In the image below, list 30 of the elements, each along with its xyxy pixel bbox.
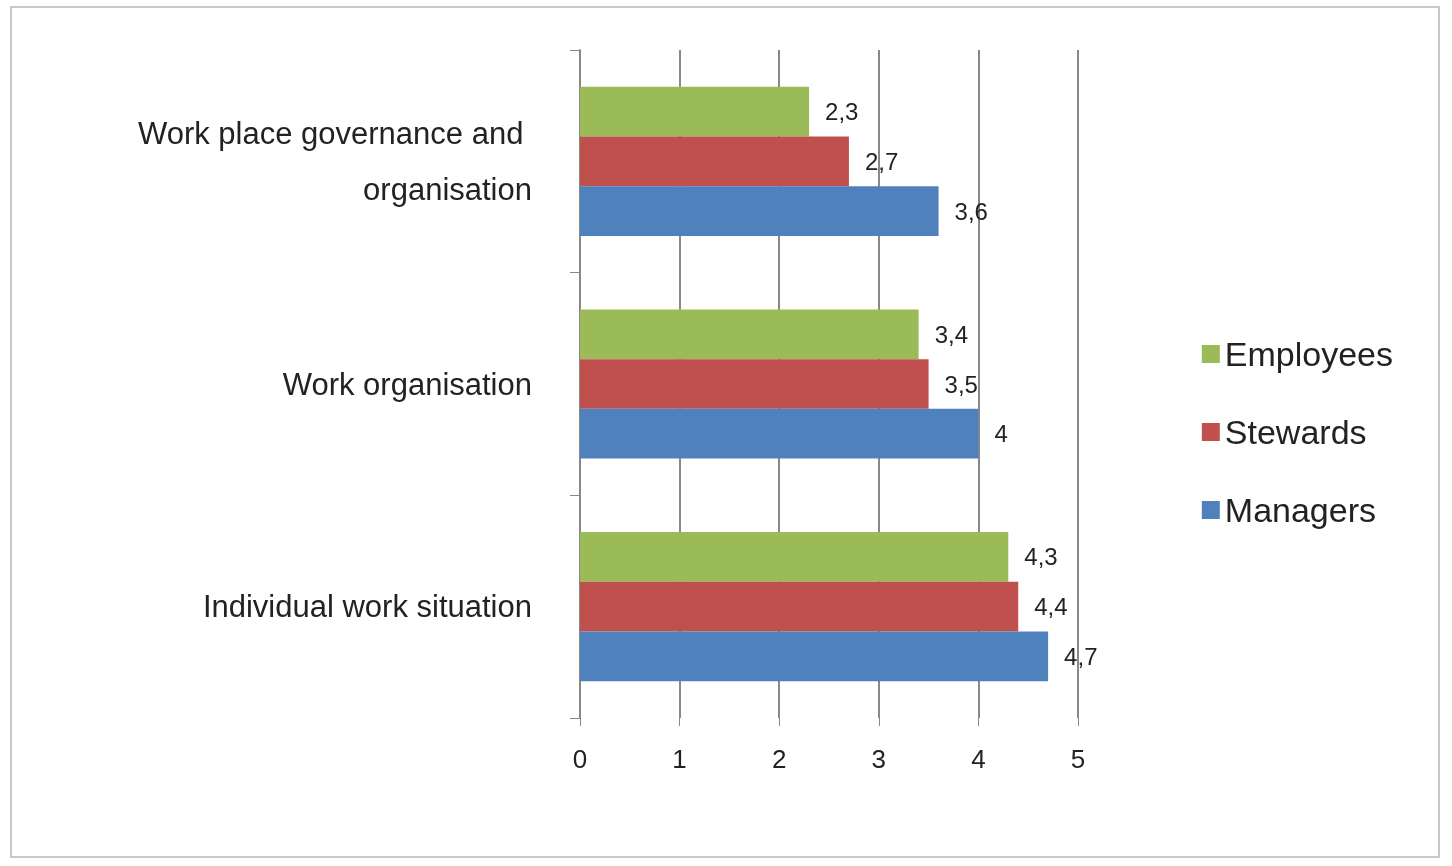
data-label: 2,3 [825,98,859,126]
x-tick-label: 4 [971,744,986,774]
data-label: 3,6 [954,197,988,225]
data-label: 2,7 [864,147,899,175]
bar [580,136,849,187]
x-tick-label: 3 [871,744,887,774]
y-tick-label: Work organisation [282,366,532,402]
bar [580,581,1019,632]
bar [580,186,939,236]
legend-label: Stewards [1224,413,1367,451]
x-tick-label: 1 [672,744,687,774]
data-label: 3,5 [944,370,978,398]
x-tick-label: 0 [572,744,588,774]
x-tick-label: 5 [1070,744,1086,774]
data-label: 4,3 [1024,543,1058,571]
data-label: 4,4 [1034,593,1068,621]
bar [580,631,1049,682]
legend-label: Managers [1224,491,1377,529]
x-tick-label: 2 [771,744,787,774]
legend-label: Employees [1224,335,1394,373]
bar [580,86,810,137]
bar [580,359,929,409]
data-label: 4,7 [1064,642,1098,670]
bar [580,408,979,459]
y-tick-label: Individual work situation [202,589,532,625]
bar [580,309,919,360]
data-label: 4 [994,420,1008,448]
y-tick-label: Work place governance and organisation [137,115,532,207]
data-label: 3,4 [934,320,969,348]
bar [580,532,1009,582]
